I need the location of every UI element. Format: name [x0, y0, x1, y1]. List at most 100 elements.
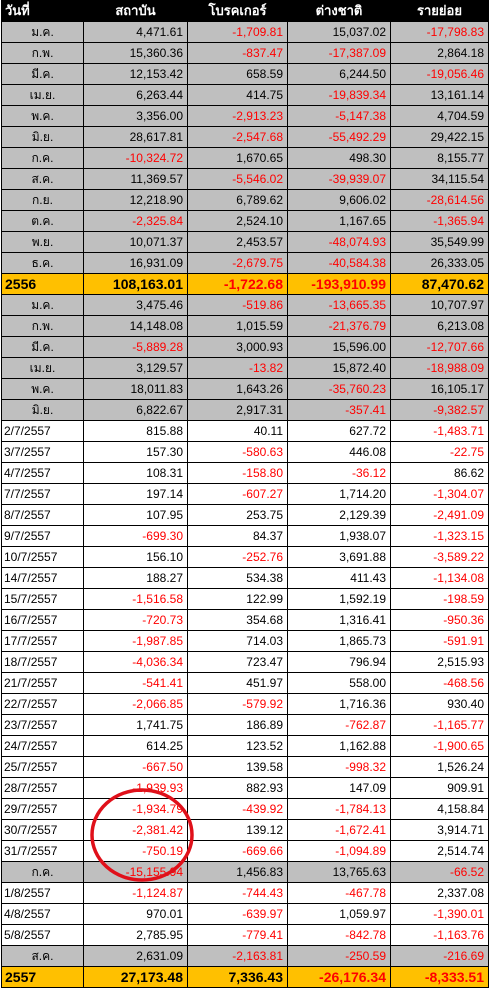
cell-retail: -3,589.22: [390, 546, 489, 568]
row-date-cell: 8/7/2557: [1, 504, 84, 526]
row-date-cell: ม.ค.: [1, 21, 84, 43]
cell-foreign: 15,596.00: [287, 336, 391, 358]
row-date-cell: ม.ค.: [1, 294, 84, 316]
row-date-cell: 1/8/2557: [1, 882, 84, 904]
month-row: ก.ค. -10,324.72 1,670.65 498.30 8,155.77: [1, 147, 489, 169]
cell-broker: 1,670.65: [187, 147, 288, 169]
cell-retail: 86.62: [390, 462, 489, 484]
month-row: มี.ค. -5,889.28 3,000.93 15,596.00 -12,707.6…: [1, 336, 489, 358]
cell-foreign: 1,316.41: [287, 609, 391, 631]
cell-institution: 18,011.83: [83, 378, 188, 400]
cell-retail: 34,115.54: [390, 168, 489, 190]
cell-foreign: -998.32: [287, 756, 391, 778]
cell-foreign: -193,910.99: [287, 273, 391, 295]
day-row: 31/7/2557 -750.19 -669.66 -1,094.89 2,514.74: [1, 840, 489, 862]
cell-foreign: 796.94: [287, 651, 391, 673]
cell-retail: -17,798.83: [390, 21, 489, 43]
cell-foreign: -250.59: [287, 945, 391, 967]
cell-broker: 186.89: [187, 714, 288, 736]
cell-broker: 139.58: [187, 756, 288, 778]
cell-institution: 815.88: [83, 420, 188, 442]
cell-institution: -541.41: [83, 672, 188, 694]
day-row: 4/8/2557 970.01 -639.97 1,059.97 -1,390.01: [1, 903, 489, 925]
cell-retail: 87,470.62: [390, 273, 489, 295]
header-foreign: ต่างชาติ: [287, 0, 391, 22]
day-row: 28/7/2557 -1,939.93 882.93 147.09 909.91: [1, 777, 489, 799]
cell-foreign: 9,606.02: [287, 189, 391, 211]
cell-broker: 1,456.83: [187, 861, 288, 883]
cell-institution: 1,741.75: [83, 714, 188, 736]
cell-institution: -1,987.85: [83, 630, 188, 652]
cell-institution: 3,356.00: [83, 105, 188, 127]
row-date-cell: ส.ค.: [1, 945, 84, 967]
cell-retail: -1,163.76: [390, 924, 489, 946]
cell-foreign: -21,376.79: [287, 315, 391, 337]
row-date-cell: 16/7/2557: [1, 609, 84, 631]
day-row: 10/7/2557 156.10 -252.76 3,691.88 -3,589.22: [1, 546, 489, 568]
cell-broker: 1,643.26: [187, 378, 288, 400]
header-broker: โบรคเกอร์: [187, 0, 288, 22]
day-row: 21/7/2557 -541.41 451.97 558.00 -468.56: [1, 672, 489, 694]
cell-retail: -1,323.15: [390, 525, 489, 547]
day-row: 1/8/2557 -1,124.87 -744.43 -467.78 2,337.08: [1, 882, 489, 904]
day-row: 4/7/2557 108.31 -158.80 -36.12 86.62: [1, 462, 489, 484]
cell-institution: -2,066.85: [83, 693, 188, 715]
cell-broker: -2,679.75: [187, 252, 288, 274]
cell-broker: 658.59: [187, 63, 288, 85]
cell-foreign: 411.43: [287, 567, 391, 589]
cell-broker: -2,547.68: [187, 126, 288, 148]
cell-institution: -5,889.28: [83, 336, 188, 358]
cell-broker: -639.97: [187, 903, 288, 925]
row-date-cell: เม.ย.: [1, 357, 84, 379]
cell-broker: -779.41: [187, 924, 288, 946]
cell-institution: 16,931.09: [83, 252, 188, 274]
cell-institution: 156.10: [83, 546, 188, 568]
cell-institution: -1,939.93: [83, 777, 188, 799]
cell-foreign: -1,784.13: [287, 798, 391, 820]
cell-foreign: 15,037.02: [287, 21, 391, 43]
cell-foreign: 1,167.65: [287, 210, 391, 232]
cell-foreign: 1,059.97: [287, 903, 391, 925]
cell-foreign: -842.78: [287, 924, 391, 946]
day-row: 30/7/2557 -2,381.42 139.12 -1,672.41 3,914.7…: [1, 819, 489, 841]
cell-foreign: 2,129.39: [287, 504, 391, 526]
row-date-cell: 25/7/2557: [1, 756, 84, 778]
day-row: 18/7/2557 -4,036.34 723.47 796.94 2,515.93: [1, 651, 489, 673]
cell-institution: -667.50: [83, 756, 188, 778]
total-row: 2556 108,163.01 -1,722.68 -193,910.99 87,470…: [1, 273, 489, 295]
cell-institution: 12,218.90: [83, 189, 188, 211]
cell-retail: 13,161.14: [390, 84, 489, 106]
row-date-cell: พ.ค.: [1, 378, 84, 400]
cell-foreign: -19,839.34: [287, 84, 391, 106]
cell-retail: -19,056.46: [390, 63, 489, 85]
cell-institution: -1,934.79: [83, 798, 188, 820]
cell-foreign: 13,765.63: [287, 861, 391, 883]
row-date-cell: 17/7/2557: [1, 630, 84, 652]
cell-foreign: 558.00: [287, 672, 391, 694]
row-date-cell: มี.ค.: [1, 336, 84, 358]
month-row: มิ.ย. 28,617.81 -2,547.68 -55,492.29 29,422.…: [1, 126, 489, 148]
cell-foreign: -1,672.41: [287, 819, 391, 841]
cell-foreign: 1,938.07: [287, 525, 391, 547]
day-row: 25/7/2557 -667.50 139.58 -998.32 1,526.24: [1, 756, 489, 778]
row-date-cell: 14/7/2557: [1, 567, 84, 589]
cell-broker: -1,709.81: [187, 21, 288, 43]
row-date-cell: ก.ย.: [1, 189, 84, 211]
cell-foreign: -17,387.09: [287, 42, 391, 64]
day-row: 15/7/2557 -1,516.58 122.99 1,592.19 -198.59: [1, 588, 489, 610]
cell-broker: 414.75: [187, 84, 288, 106]
row-date-cell: 22/7/2557: [1, 693, 84, 715]
cell-retail: -1,165.77: [390, 714, 489, 736]
day-row: 14/7/2557 188.27 534.38 411.43 -1,134.08: [1, 567, 489, 589]
cell-broker: 84.37: [187, 525, 288, 547]
row-date-cell: 10/7/2557: [1, 546, 84, 568]
month-row: มี.ค. 12,153.42 658.59 6,244.50 -19,056.46: [1, 63, 489, 85]
cell-retail: -18,988.09: [390, 357, 489, 379]
cell-foreign: -762.87: [287, 714, 391, 736]
cell-retail: 2,515.93: [390, 651, 489, 673]
cell-broker: 40.11: [187, 420, 288, 442]
row-date-cell: 2556: [1, 273, 84, 295]
cell-retail: -468.56: [390, 672, 489, 694]
cell-retail: -1,390.01: [390, 903, 489, 925]
row-date-cell: 23/7/2557: [1, 714, 84, 736]
